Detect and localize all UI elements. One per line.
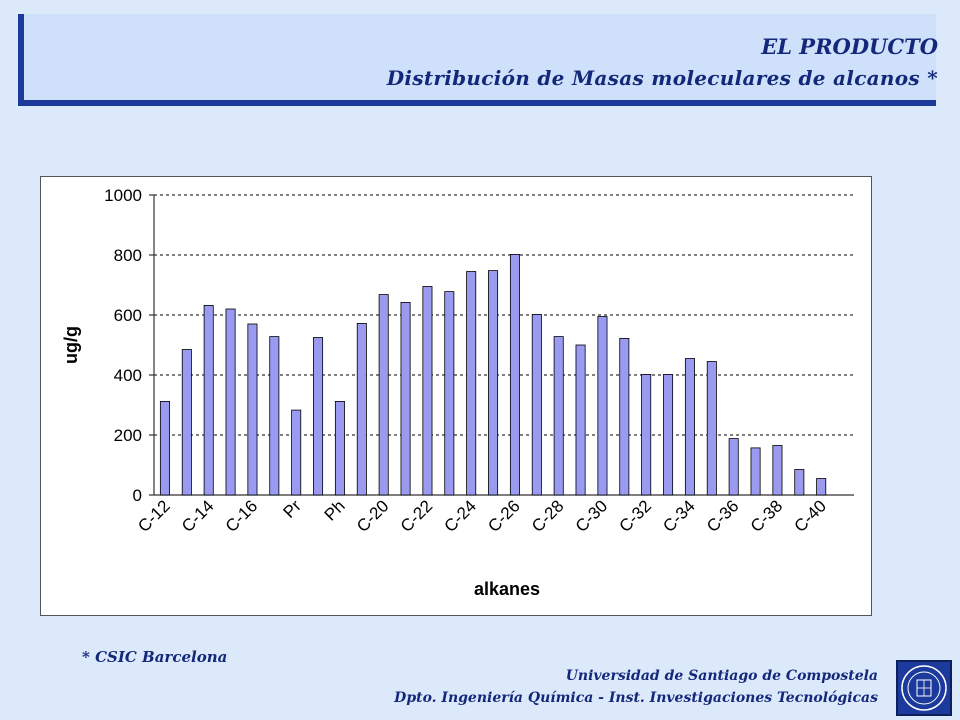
x-tick-label: C-24 xyxy=(441,496,480,535)
bar xyxy=(553,336,564,496)
bar xyxy=(619,337,630,496)
x-tick-label: C-14 xyxy=(178,496,217,535)
bar xyxy=(225,308,236,496)
footer-university: Universidad de Santiago de Compostela xyxy=(565,668,878,684)
x-tick-label: C-40 xyxy=(791,496,830,535)
y-tick-label: 400 xyxy=(114,366,142,385)
bar xyxy=(575,344,586,496)
x-tick-label: C-36 xyxy=(703,496,742,535)
x-tick-label: C-26 xyxy=(484,496,523,535)
bar xyxy=(159,400,170,496)
bar xyxy=(400,302,411,496)
bar xyxy=(291,409,302,496)
bar xyxy=(269,336,280,496)
bar xyxy=(444,291,455,496)
x-tick-label: C-22 xyxy=(397,496,436,535)
y-tick-label: 800 xyxy=(114,246,142,265)
header-banner xyxy=(18,14,936,106)
bar xyxy=(247,323,258,496)
x-tick-label: C-30 xyxy=(572,496,611,535)
y-tick-label: 200 xyxy=(114,426,142,445)
bar xyxy=(509,254,520,496)
x-tick-label: Ph xyxy=(321,496,349,524)
bar xyxy=(531,313,542,496)
bar xyxy=(772,445,783,496)
bar xyxy=(750,447,761,496)
x-tick-label: C-16 xyxy=(222,496,261,535)
bar xyxy=(816,478,827,496)
page-subtitle: Distribución de Masas moleculares de alc… xyxy=(386,66,938,90)
y-axis-title: ug/g xyxy=(61,326,81,364)
bar xyxy=(706,361,717,496)
footer-department: Dpto. Ingeniería Química - Inst. Investi… xyxy=(394,690,878,706)
x-tick-label: C-38 xyxy=(747,496,786,535)
bar xyxy=(663,373,674,496)
bar xyxy=(334,400,345,496)
bar xyxy=(378,294,389,496)
bar xyxy=(313,337,324,496)
x-tick-label: C-34 xyxy=(659,496,698,535)
bar xyxy=(181,349,192,496)
bar xyxy=(728,438,739,496)
y-tick-label: 1000 xyxy=(104,186,142,205)
bar xyxy=(641,373,652,496)
x-tick-label: Pr xyxy=(280,496,306,522)
bar xyxy=(488,270,499,496)
page-title: EL PRODUCTO xyxy=(761,34,938,59)
bar xyxy=(597,316,608,496)
university-seal-icon xyxy=(896,660,952,716)
x-tick-label: C-28 xyxy=(528,496,567,535)
y-tick-label: 0 xyxy=(133,486,142,505)
bar xyxy=(356,322,367,496)
chart-frame: 0 200 400 600 800 1000 C-12 C-14 C-16 Pr Ph C-20 C-2… xyxy=(40,176,872,616)
x-tick-label: C-32 xyxy=(616,496,655,535)
y-tick-label: 600 xyxy=(114,306,142,325)
x-axis-title: alkanes xyxy=(474,579,540,599)
bar xyxy=(466,271,477,496)
bar xyxy=(422,286,433,496)
bar xyxy=(794,469,805,496)
bar xyxy=(684,358,695,496)
x-tick-label: C-20 xyxy=(353,496,392,535)
bar xyxy=(203,304,214,496)
footnote: * CSIC Barcelona xyxy=(82,648,228,666)
